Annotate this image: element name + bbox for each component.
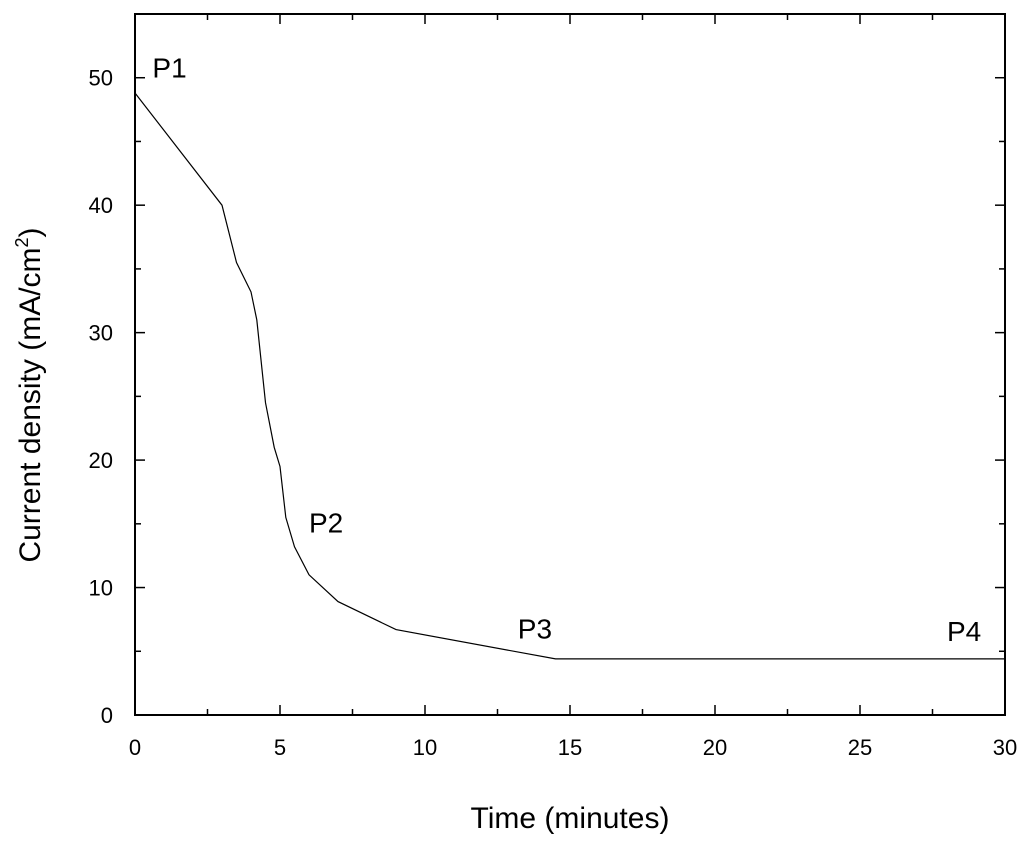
x-tick-label: 5: [274, 735, 286, 760]
y-axis-label-sup: 2: [12, 237, 32, 247]
x-tick-label: 25: [848, 735, 872, 760]
annotation-p3: P3: [518, 614, 552, 645]
annotation-p4: P4: [947, 616, 981, 647]
x-tick-label: 30: [993, 735, 1017, 760]
y-tick-label: 40: [89, 193, 113, 218]
x-tick-label: 20: [703, 735, 727, 760]
plot-frame: [134, 13, 1006, 716]
y-tick-label: 0: [101, 703, 113, 728]
y-axis-label: Current density (mA/cm2): [12, 227, 47, 562]
x-tick-label: 15: [558, 735, 582, 760]
x-axis-ticks: 0 5 10 15 20 25 30: [129, 14, 1017, 760]
x-tick-label: 0: [129, 735, 141, 760]
x-tick-label: 10: [413, 735, 437, 760]
y-tick-label: 30: [89, 321, 113, 346]
y-tick-label: 50: [89, 66, 113, 91]
point-annotations: P1 P2 P3 P4: [152, 53, 981, 647]
annotation-p2: P2: [309, 508, 343, 539]
series-line: [134, 92, 1005, 660]
y-axis-label-main: Current density (mA/cm: [14, 247, 47, 562]
y-axis-ticks: 0 10 20 30 40 50: [89, 66, 1005, 728]
y-axis-label-end: ): [14, 227, 47, 237]
annotation-p1: P1: [152, 53, 186, 84]
x-axis-label: Time (minutes): [471, 802, 670, 835]
y-tick-label: 20: [89, 448, 113, 473]
y-tick-label: 10: [89, 576, 113, 601]
